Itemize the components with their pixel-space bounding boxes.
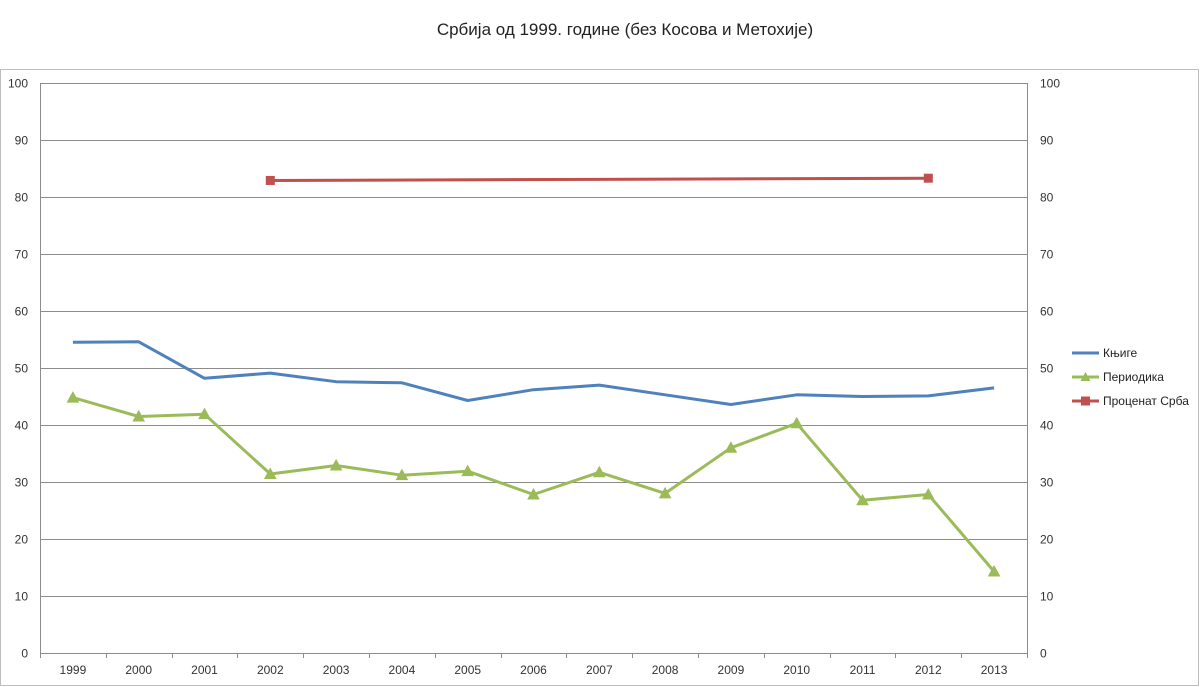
legend-label: Проценат Срба	[1103, 394, 1189, 408]
x-tick-label: 2000	[125, 663, 152, 677]
data-point	[395, 468, 409, 481]
y-tick-label-right: 80	[1040, 191, 1054, 205]
legend-label: Периодика	[1103, 370, 1164, 384]
y-tick-label-left: 10	[15, 590, 29, 604]
legend: Књиге Периодика Проценат Срба	[1072, 346, 1189, 408]
x-tick-label: 2013	[981, 663, 1008, 677]
y-tick-label-right: 20	[1040, 533, 1054, 547]
y-tick-label-right: 50	[1040, 362, 1054, 376]
data-point	[532, 388, 535, 391]
x-tick-label: 2009	[718, 663, 745, 677]
data-point	[861, 395, 864, 398]
data-point	[269, 372, 272, 375]
data-point	[203, 377, 206, 380]
data-point	[198, 407, 211, 420]
series-line	[72, 340, 995, 406]
legend-item: Проценат Срба	[1072, 394, 1189, 408]
x-tick-label: 2004	[389, 663, 416, 677]
data-point	[598, 384, 601, 387]
legend-label: Књиге	[1103, 346, 1138, 360]
y-tick-label-right: 90	[1040, 134, 1054, 148]
series-2	[265, 173, 933, 185]
y-tick-label-left: 60	[15, 305, 29, 319]
y-tick-label-left: 90	[15, 134, 29, 148]
data-point	[527, 488, 540, 500]
x-tick-label: 1999	[60, 663, 87, 677]
data-point	[329, 458, 343, 471]
x-tick-label: 2007	[586, 663, 613, 677]
data-point	[466, 399, 469, 402]
x-tick-label: 2002	[257, 663, 284, 677]
y-tick-label-left: 100	[8, 77, 28, 91]
y-tick-label-right: 30	[1040, 476, 1054, 490]
data-point	[658, 486, 672, 499]
data-point	[461, 464, 475, 477]
y-tick-label-right: 100	[1040, 77, 1060, 91]
x-axis: 1999 2000 2001 2002 2003 2004 2005 2006 2007 2008…	[40, 653, 1028, 677]
y-tick-label-right: 0	[1040, 647, 1047, 661]
chart-area-border	[0, 69, 1199, 686]
y-tick-label-right: 40	[1040, 419, 1054, 433]
y-tick-label-left: 80	[15, 191, 29, 205]
x-tick-label: 2010	[783, 663, 810, 677]
legend-marker	[1081, 396, 1090, 406]
data-point	[921, 488, 935, 500]
data-point	[927, 394, 930, 397]
data-point	[790, 416, 804, 429]
y-tick-label-left: 40	[15, 419, 29, 433]
x-tick-label: 2008	[652, 663, 679, 677]
x-tick-label: 2012	[915, 663, 942, 677]
data-point	[335, 380, 338, 383]
legend-item: Периодика	[1072, 370, 1164, 384]
series-1	[66, 391, 1001, 577]
data-point	[137, 340, 140, 343]
series-0	[71, 340, 996, 406]
y-tick-label-left: 70	[15, 248, 29, 262]
y-tick-label-left: 0	[21, 647, 28, 661]
data-point	[132, 409, 146, 422]
data-point	[729, 403, 732, 406]
y-tick-label-left: 30	[15, 476, 29, 490]
data-point	[724, 441, 738, 453]
y-tick-label-left: 20	[15, 533, 29, 547]
x-tick-label: 2005	[454, 663, 481, 677]
data-point	[993, 386, 996, 389]
data-point	[400, 381, 403, 384]
y-tick-label-left: 50	[15, 362, 29, 376]
x-tick-label: 2011	[850, 663, 876, 677]
data-point	[856, 493, 869, 506]
series-layer	[66, 173, 1001, 577]
data-point	[263, 467, 277, 480]
legend-item: Књиге	[1072, 346, 1138, 360]
data-point	[66, 391, 80, 403]
y-tick-label-right: 70	[1040, 248, 1054, 262]
y-axis-right: 0 10 20 30 40 50 60 70 80 90 100	[1040, 77, 1060, 661]
data-point	[664, 393, 667, 396]
series-line	[270, 176, 929, 182]
data-point	[265, 175, 275, 185]
y-tick-label-right: 10	[1040, 590, 1054, 604]
data-point	[592, 465, 606, 478]
x-tick-label: 2003	[323, 663, 350, 677]
data-point	[71, 341, 74, 344]
y-axis-left: 0 10 20 30 40 50 60 70 80 90 100	[8, 77, 28, 661]
gridlines	[40, 83, 1028, 654]
series-line	[72, 396, 996, 573]
data-point	[987, 564, 1001, 577]
chart-title: Србија од 1999. године (без Косова и Мет…	[436, 20, 814, 39]
x-tick-label: 2001	[191, 663, 218, 677]
x-tick-label: 2006	[520, 663, 547, 677]
y-tick-label-right: 60	[1040, 305, 1054, 319]
data-point	[795, 393, 798, 396]
legend-marker	[1080, 372, 1091, 381]
data-point	[923, 173, 933, 183]
